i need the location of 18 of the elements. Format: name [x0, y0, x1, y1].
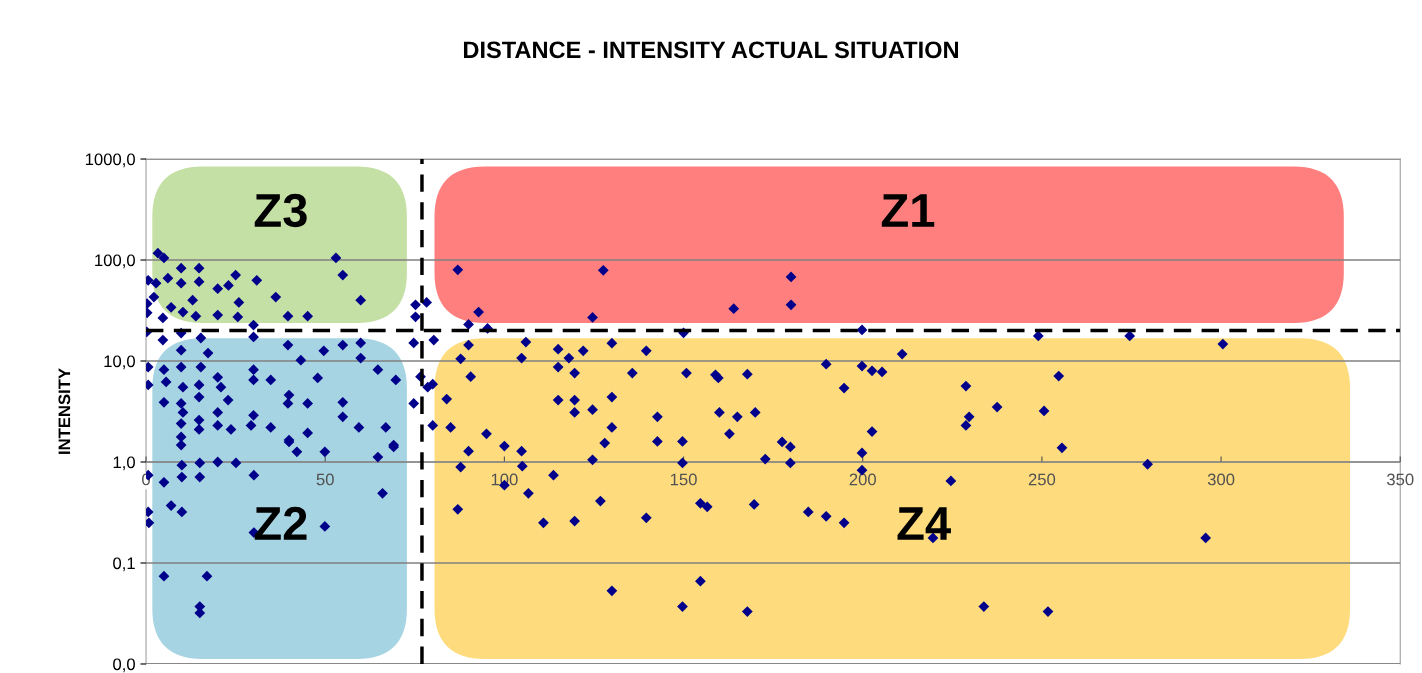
- x-tick-label: 50: [316, 473, 334, 486]
- annotation: Z1: [881, 194, 935, 227]
- x-tick-label: 150: [670, 473, 697, 486]
- y-tick-label: 1,0: [113, 456, 135, 471]
- annotation: Z2: [254, 506, 307, 540]
- x-tick-label: 250: [1028, 473, 1056, 486]
- y-tick-label: 100,0: [95, 254, 135, 269]
- chart-title: DISTANCE - INTENSITY ACTUAL SITUATION: [463, 41, 959, 59]
- x-tick-label: 350: [1386, 473, 1414, 486]
- annotation: Z3: [254, 193, 307, 228]
- y-tick-label: 10,0: [104, 355, 135, 370]
- y-tick-label: 1000,0: [85, 153, 135, 168]
- x-tick-label: 200: [849, 473, 876, 486]
- y-tick-label: 0,1: [113, 557, 135, 572]
- x-tick-label: 300: [1207, 473, 1235, 486]
- annotation: Z4: [897, 507, 951, 540]
- y-axis-title: INTENSITY: [58, 368, 71, 454]
- y-tick-label: 0,0: [113, 658, 135, 673]
